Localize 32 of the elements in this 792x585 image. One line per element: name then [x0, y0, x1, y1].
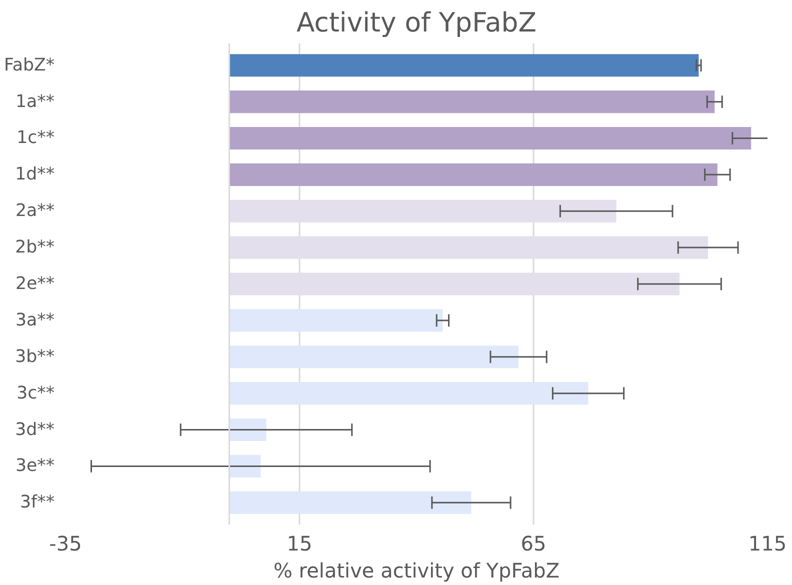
bar — [229, 454, 261, 478]
y-tick-label: 2b** — [15, 238, 55, 258]
x-tick-label: 15 — [286, 532, 312, 556]
bar — [229, 200, 616, 222]
bar — [229, 54, 699, 77]
y-tick-label: 1a** — [16, 92, 55, 112]
y-tick-label: 2a** — [16, 201, 55, 222]
chart-title: Activity of YpFabZ — [296, 8, 536, 38]
y-tick-label: 3f** — [20, 492, 55, 513]
bar — [229, 272, 680, 296]
bar — [229, 236, 708, 259]
bar — [229, 418, 266, 442]
bar — [229, 491, 472, 514]
bar — [229, 90, 715, 114]
bar — [229, 382, 588, 405]
bar — [229, 309, 443, 332]
x-tick-label: 115 — [748, 532, 787, 556]
y-tick-label: 1d** — [15, 164, 55, 185]
y-tick-label: 3d** — [15, 420, 55, 440]
y-tick-label: 3b** — [15, 346, 55, 367]
x-tick-label: 65 — [520, 532, 546, 556]
x-axis-title: % relative activity of YpFabZ — [273, 558, 560, 582]
y-tick-label: 3e** — [15, 456, 55, 476]
y-tick-label: 2e** — [15, 274, 55, 294]
bar — [229, 163, 718, 186]
x-tick-label: -35 — [49, 532, 82, 556]
y-tick-label: 1c** — [16, 128, 55, 148]
y-tick-label: 3c** — [16, 383, 55, 404]
bar — [229, 126, 752, 150]
y-tick-label: 3a** — [16, 310, 55, 330]
y-tick-label: FabZ* — [4, 55, 55, 76]
bar — [229, 346, 519, 368]
